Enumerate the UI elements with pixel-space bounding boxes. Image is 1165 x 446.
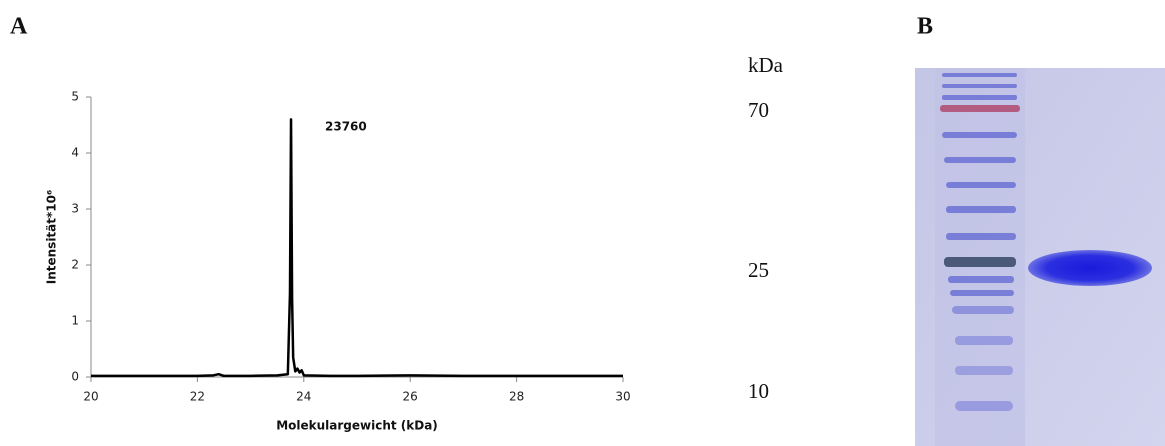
y-tick-label: 0	[71, 370, 79, 384]
x-tick-label: 24	[296, 390, 311, 404]
panel-label: B	[917, 14, 933, 40]
annotation: 23760	[325, 120, 367, 134]
x-axis-label: Molekulargewicht (kDa)	[276, 419, 438, 433]
gel-marker: 70	[748, 98, 769, 122]
x-tick-label: 26	[403, 390, 418, 404]
gel-unit: kDa	[748, 53, 784, 77]
gel-image	[915, 68, 1165, 446]
x-tick-label: 22	[190, 390, 205, 404]
line-series	[91, 119, 623, 375]
x-tick-label: 30	[615, 390, 630, 404]
figure: A B kDa 70 25 10 Molekulargewicht (kDa) …	[0, 0, 1165, 446]
y-tick-label: 5	[71, 90, 79, 104]
y-tick-label: 1	[71, 314, 79, 328]
gel-marker: 10	[748, 379, 769, 403]
y-tick-label: 4	[71, 146, 79, 160]
panel-label: A	[10, 14, 28, 40]
x-tick-label: 28	[509, 390, 524, 404]
y-tick-label: 2	[71, 258, 79, 272]
gel-marker: 25	[748, 258, 769, 282]
x-tick-label: 20	[83, 390, 98, 404]
y-tick-label: 3	[71, 202, 79, 216]
y-axis-label: Intensität*10⁶	[45, 190, 59, 284]
page: {"panels": ["A", "B"], "chart_data": {"t…	[0, 0, 1165, 446]
